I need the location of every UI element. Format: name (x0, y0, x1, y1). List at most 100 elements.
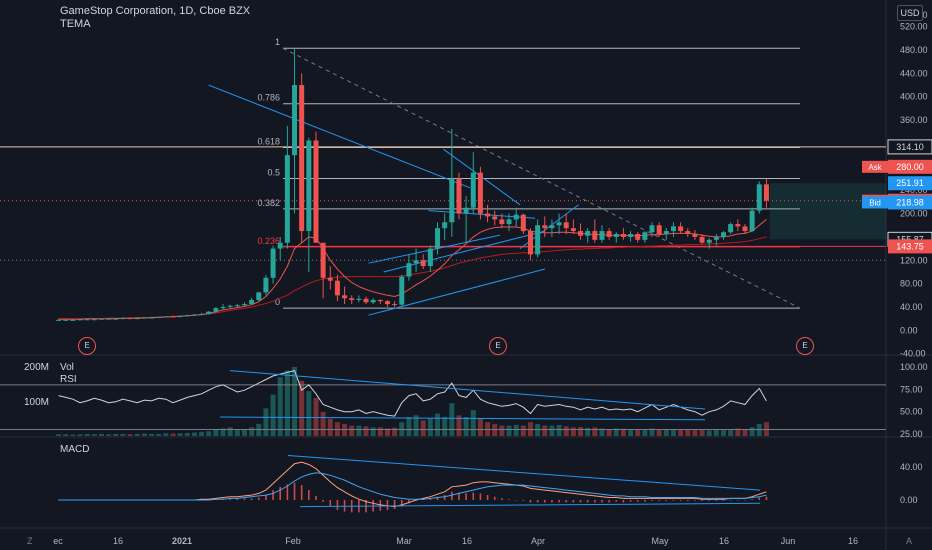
macd-histogram-bar (515, 500, 517, 501)
volume-bar (456, 415, 462, 436)
macd-histogram-bar (737, 500, 739, 501)
earnings-marker[interactable]: E (489, 337, 507, 355)
price-axis-label-text: 218.98 (896, 197, 924, 207)
candle-body (527, 231, 533, 255)
earnings-marker[interactable]: E (78, 337, 96, 355)
trendline (208, 84, 471, 189)
macd-histogram-bar (672, 500, 675, 501)
price-label-tag-text: Bid (869, 198, 881, 207)
price-axis-tick: 80.00 (900, 279, 923, 289)
volume-bar (320, 411, 326, 436)
candle-body (456, 178, 462, 214)
candle-body (56, 319, 62, 321)
volume-bar (127, 434, 133, 436)
volume-bar (735, 428, 741, 436)
timezone-icon[interactable]: Z (27, 536, 33, 546)
macd-histogram-bar (708, 500, 711, 501)
fib-level-label: 0.5 (267, 168, 280, 178)
fib-level-label: 0.236 (257, 236, 280, 246)
macd-histogram-bar (329, 500, 332, 507)
time-axis-tick: 16 (113, 536, 123, 546)
candle-body (620, 233, 626, 237)
macd-histogram-bar (257, 497, 260, 500)
candle-body (535, 225, 541, 255)
candle-body (642, 232, 648, 240)
candle-body (427, 248, 433, 267)
candle-body (163, 316, 169, 318)
volume-bar (585, 427, 591, 436)
macd-histogram-bar (229, 498, 231, 500)
rsi-pane-label[interactable]: RSI (60, 374, 77, 385)
price-axis-tick: 0.00 (900, 325, 918, 335)
fib-trend-line (282, 47, 801, 309)
candle-body (570, 228, 576, 232)
candle-body (542, 225, 548, 229)
price-axis-label-text: 314.10 (896, 142, 924, 152)
volume-bar (292, 367, 298, 436)
candle-body (728, 224, 734, 233)
candle-body (578, 231, 584, 236)
macd-histogram-bar (536, 500, 539, 503)
volume-bar (84, 433, 90, 436)
candle-body (127, 318, 133, 320)
candle-body (442, 222, 448, 229)
volume-bar (241, 429, 247, 436)
volume-bar (327, 418, 333, 436)
macd-histogram-bar (644, 500, 646, 502)
volume-bar (277, 377, 283, 436)
candle-body (306, 140, 312, 232)
volume-bar (549, 425, 555, 436)
candle-body (520, 214, 526, 232)
macd-pane-label[interactable]: MACD (60, 444, 90, 455)
candle-body (699, 236, 705, 243)
macd-histogram-bar (729, 500, 732, 501)
candle-body (63, 319, 69, 321)
indicator-label[interactable]: TEMA (60, 18, 91, 30)
candle-body (613, 233, 619, 237)
price-axis-tick: 400.00 (900, 92, 928, 102)
macd-histogram-bar (300, 485, 303, 500)
volume-bar (370, 427, 376, 436)
price-axis-label-text: 143.75 (896, 241, 924, 251)
macd-histogram-bar (629, 500, 632, 502)
volume-pane-label[interactable]: Vol (60, 362, 74, 373)
macd-histogram-bar (551, 500, 553, 503)
price-axis-tick: 200.00 (900, 209, 928, 219)
price-axis-label-text: 280.00 (896, 162, 924, 172)
macd-histogram-bar (615, 500, 618, 502)
currency-badge[interactable]: USD (897, 5, 923, 21)
candle-body (256, 292, 262, 300)
candle-body (299, 85, 305, 232)
candle-body (492, 216, 498, 220)
candle-body (292, 85, 298, 156)
macd-histogram-bar (272, 490, 274, 500)
macd-histogram-bar (722, 500, 725, 501)
candle-body (470, 172, 476, 208)
earnings-marker[interactable]: E (796, 337, 814, 355)
macd-histogram-bar (322, 500, 324, 502)
time-axis-tick: Jun (781, 536, 796, 546)
volume-bar (449, 403, 455, 436)
macd-histogram-bar (443, 495, 446, 500)
candle-body (377, 299, 383, 302)
position-zone (770, 183, 886, 240)
macd-histogram-bar (451, 491, 453, 500)
rsi-axis-tick: 100.00 (900, 362, 928, 372)
candle-body (685, 231, 691, 234)
time-axis-tick: 2021 (172, 536, 192, 546)
chart-title[interactable]: GameStop Corporation, 1D, Cboe BZX (60, 5, 251, 17)
volume-bar (542, 425, 548, 436)
volume-bar (120, 433, 126, 436)
auto-scale-icon[interactable]: A (906, 536, 913, 546)
macd-histogram-bar (501, 498, 503, 500)
candle-body (227, 305, 233, 307)
volume-bar (113, 433, 119, 436)
candle-body (556, 222, 562, 226)
volume-bar (706, 430, 712, 436)
slow-moving-average (58, 236, 767, 320)
macd-histogram-bar (286, 484, 289, 500)
price-axis-label-text: 251.91 (896, 178, 924, 188)
candle-body (342, 295, 348, 299)
volume-bar (227, 427, 233, 436)
volume-bar (249, 427, 255, 436)
